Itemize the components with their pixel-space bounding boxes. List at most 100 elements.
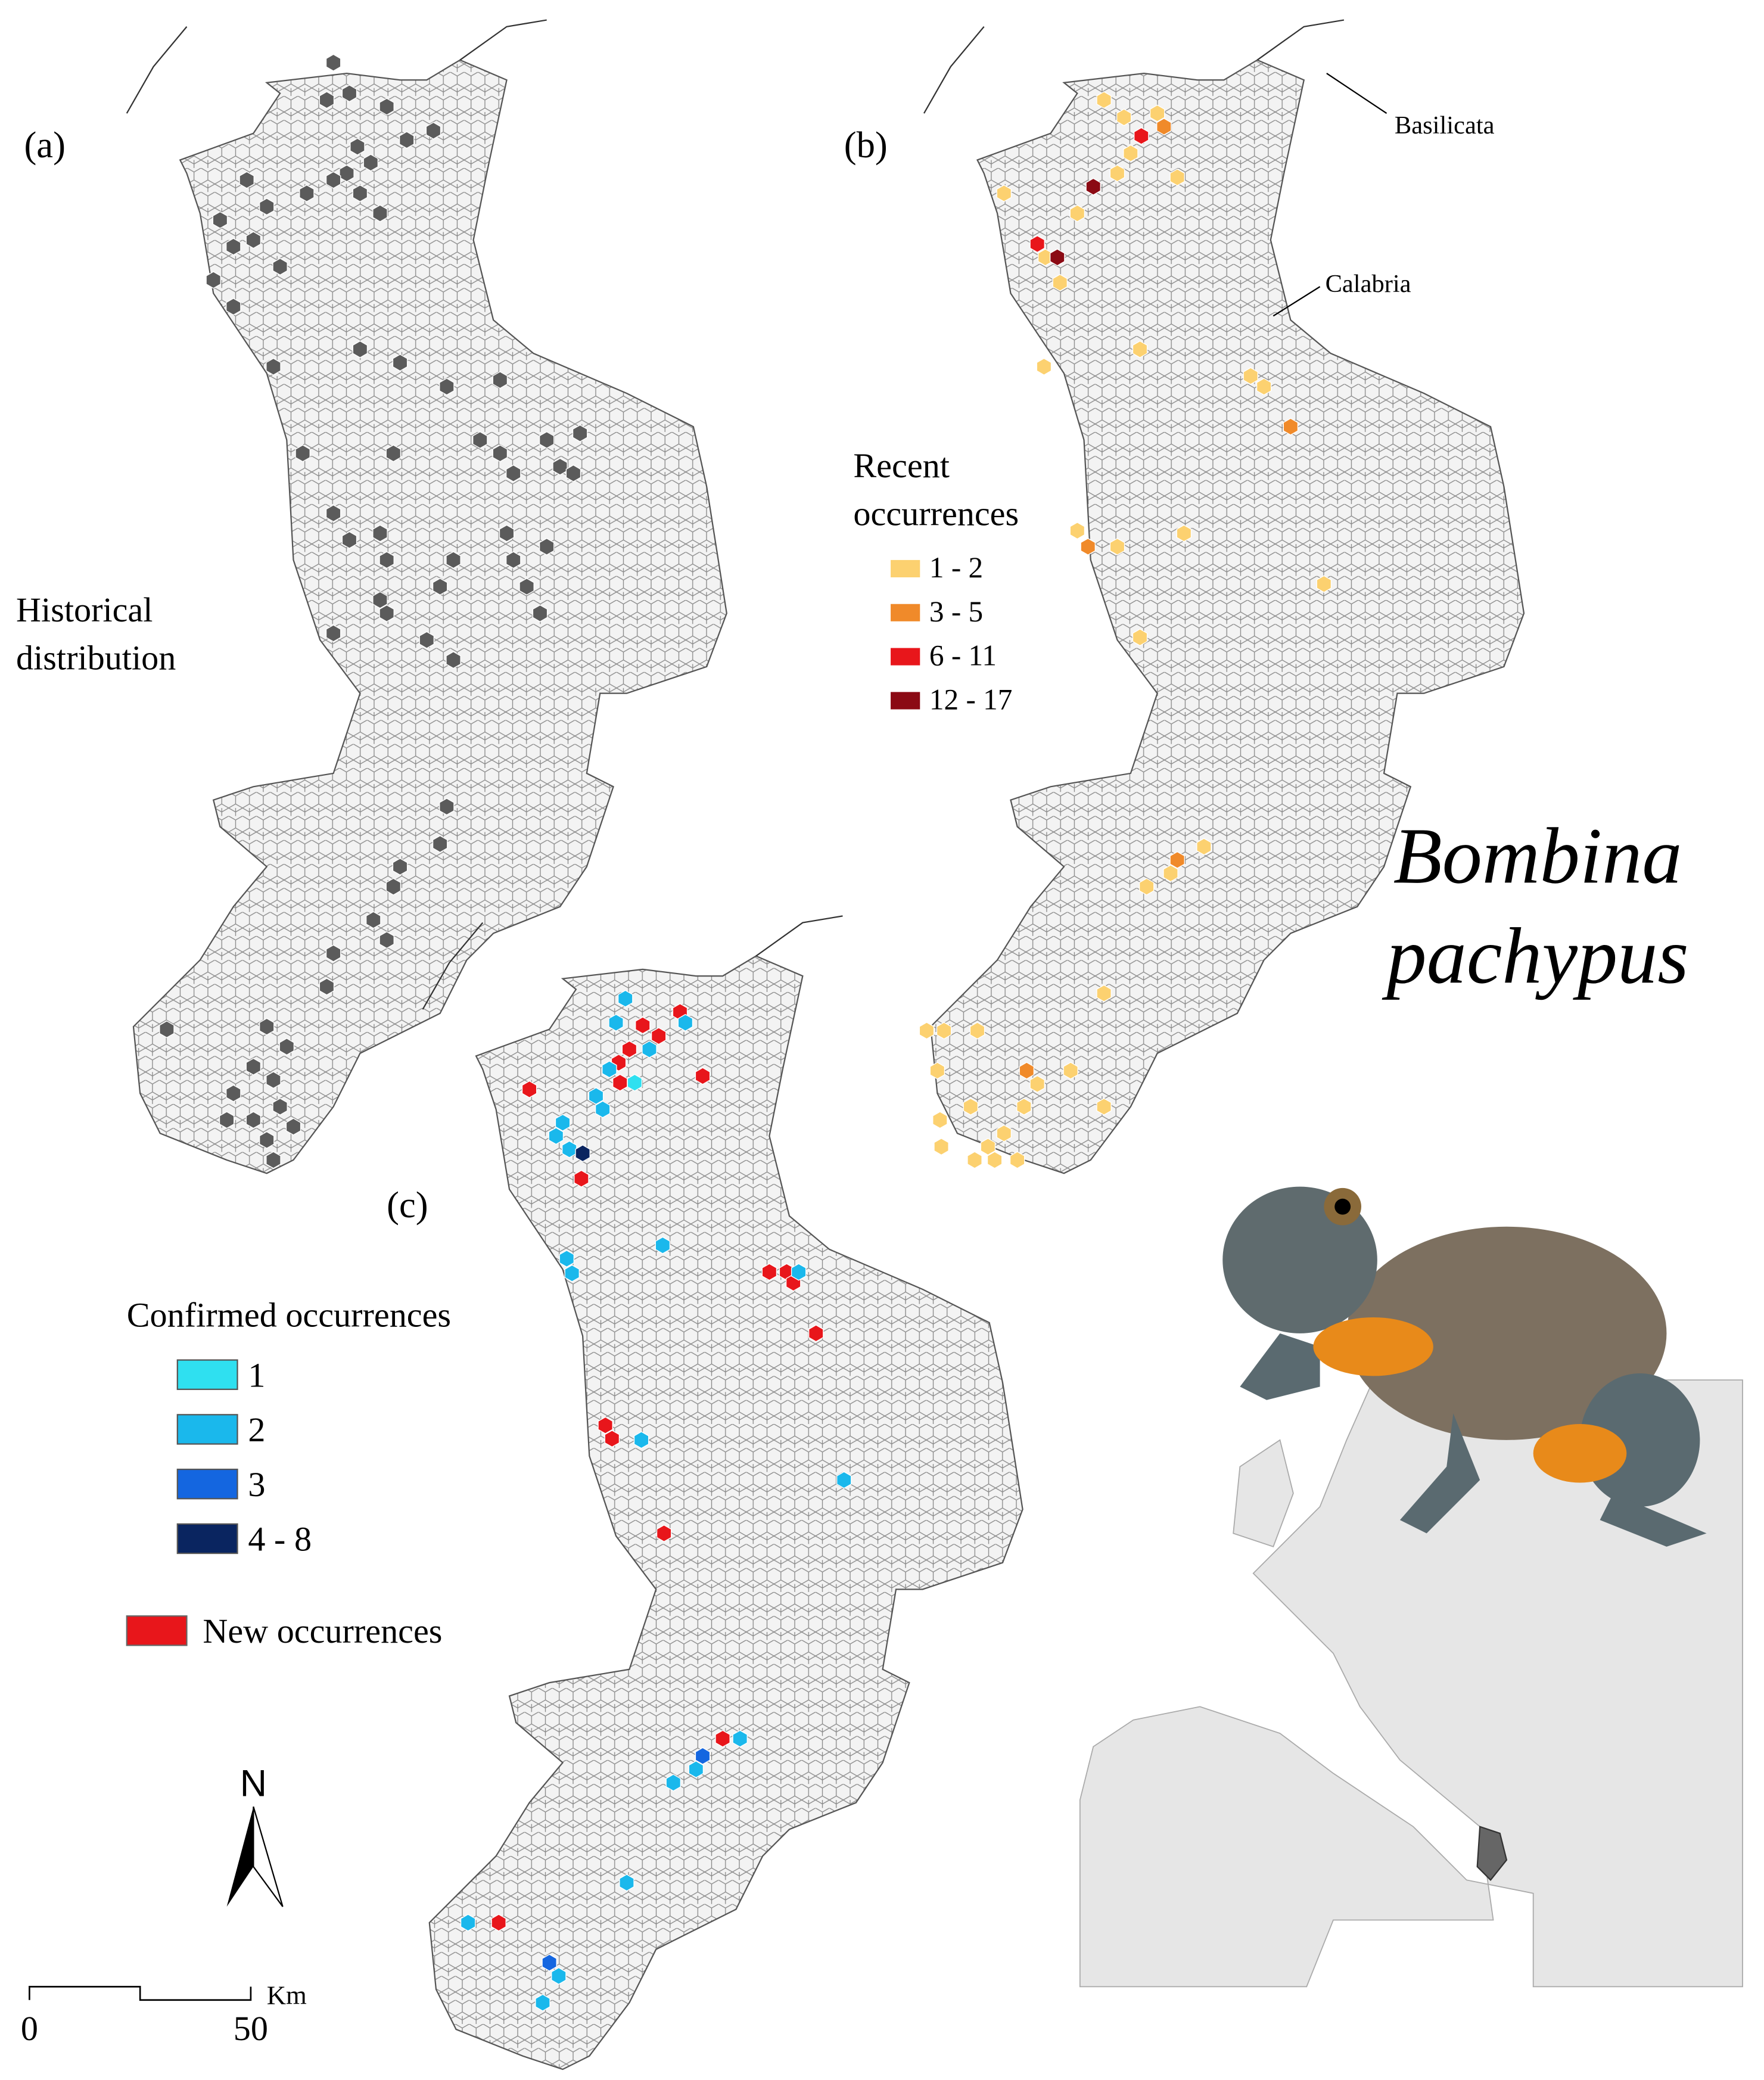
occupied-cell	[665, 1774, 682, 1792]
frog-body	[1346, 1226, 1667, 1440]
occupied-cell	[539, 431, 555, 449]
occupied-cell	[929, 1062, 945, 1080]
occupied-cell	[732, 1730, 748, 1748]
occupied-cell	[372, 204, 388, 222]
occupied-cell	[565, 464, 581, 483]
occupied-cell	[651, 1027, 667, 1045]
occupied-cell	[1085, 178, 1101, 195]
occupied-cell	[963, 1097, 979, 1116]
occupied-cell	[325, 624, 341, 642]
legend-swatch	[176, 1414, 238, 1445]
legend-title: occurrences	[853, 495, 1019, 533]
occupied-cell	[619, 1874, 634, 1892]
occupied-cell	[379, 98, 394, 116]
occupied-cell	[656, 1524, 672, 1543]
occupied-cell	[936, 1022, 952, 1040]
occupied-cell	[1316, 575, 1332, 593]
occupied-cell	[688, 1760, 704, 1779]
scale-label: 0	[21, 2009, 38, 2048]
legend-label: 3	[248, 1465, 265, 1504]
occupied-cell	[542, 1954, 557, 1972]
occupied-cell	[575, 1145, 590, 1162]
occupied-cell	[272, 257, 288, 276]
occupied-cell	[627, 1074, 643, 1092]
occupied-cell	[608, 1013, 624, 1032]
occupied-cell	[295, 444, 310, 462]
occupied-cell	[617, 990, 633, 1008]
landmass	[1233, 1439, 1294, 1547]
occupied-cell	[1063, 1062, 1078, 1080]
occupied-cell	[1096, 1097, 1112, 1116]
panel-label: (c)	[387, 1184, 428, 1226]
occupied-cell	[245, 1058, 262, 1075]
occupied-cell	[325, 54, 341, 71]
occupied-cell	[1134, 127, 1149, 145]
occupied-cell	[1196, 838, 1212, 856]
frog-arm	[1399, 1413, 1480, 1534]
occupied-cell	[432, 577, 448, 596]
occupied-cell	[439, 378, 455, 396]
occupied-cell	[598, 1416, 613, 1434]
occupied-cell	[1243, 367, 1259, 385]
occupied-cell	[1029, 1075, 1045, 1093]
occupied-cell	[695, 1747, 711, 1765]
occupied-cell	[1096, 91, 1112, 109]
occupied-cell	[1109, 537, 1125, 556]
legend-label: 1 - 2	[929, 551, 983, 584]
occupied-cell	[602, 1061, 617, 1078]
occupied-cell	[572, 424, 588, 442]
occupied-cell	[574, 1170, 589, 1187]
occupied-cell	[1163, 865, 1178, 882]
occupied-cell	[350, 138, 365, 156]
legend-swatch	[126, 1615, 188, 1646]
occupied-cell	[521, 1080, 537, 1098]
frog-belly	[1533, 1423, 1627, 1483]
occupied-cell	[245, 231, 262, 249]
occupied-cell	[379, 931, 394, 949]
occupied-cell	[1176, 524, 1192, 542]
legend-title: Confirmed occurrences	[127, 1296, 451, 1335]
occupied-cell	[399, 131, 415, 149]
occupied-cell	[319, 91, 335, 109]
occupied-cell	[379, 551, 394, 569]
species-range	[1476, 1826, 1508, 1882]
occupied-cell	[439, 798, 455, 816]
occupied-cell	[1109, 164, 1125, 182]
landmass	[1079, 1379, 1743, 1988]
map-b	[919, 19, 1525, 1174]
leader-line	[1326, 73, 1387, 114]
occupied-cell	[259, 1131, 275, 1149]
occupied-cell	[1138, 878, 1155, 896]
legend-label: 6 - 11	[929, 639, 997, 672]
region-label: Calabria	[1326, 270, 1411, 298]
occupied-cell	[1016, 1097, 1032, 1116]
occupied-cell	[932, 1111, 948, 1129]
occupied-cell	[385, 444, 402, 462]
north-arrow	[253, 1806, 284, 1907]
occupied-cell	[352, 340, 368, 358]
legend: 1 - 2 3 - 5 6 - 11 12 - 17	[891, 551, 1012, 716]
occupied-cell	[279, 1038, 295, 1056]
occupied-cell	[715, 1730, 730, 1748]
north-arrow	[226, 1807, 254, 1907]
occupied-cell	[379, 604, 394, 623]
occupied-cell	[604, 1429, 620, 1448]
occupied-cell	[555, 1114, 571, 1131]
occupied-cell	[1132, 629, 1148, 646]
legend-label: New occurrences	[203, 1612, 442, 1650]
occupied-cell	[1052, 273, 1068, 292]
legend-label: 3 - 5	[929, 595, 983, 628]
legend-label: 12 - 17	[929, 683, 1012, 716]
frog-belly	[1313, 1317, 1433, 1376]
occupied-cell	[446, 551, 461, 569]
occupied-cell	[635, 1016, 651, 1034]
occupied-cell	[341, 84, 357, 102]
occupied-cell	[1169, 168, 1185, 186]
occupied-cell	[505, 464, 521, 483]
occupied-cell	[325, 944, 341, 962]
occupied-cell	[299, 184, 315, 203]
occupied-cell	[1169, 851, 1185, 869]
north-label: N	[240, 1762, 267, 1804]
occupied-cell	[319, 978, 335, 996]
